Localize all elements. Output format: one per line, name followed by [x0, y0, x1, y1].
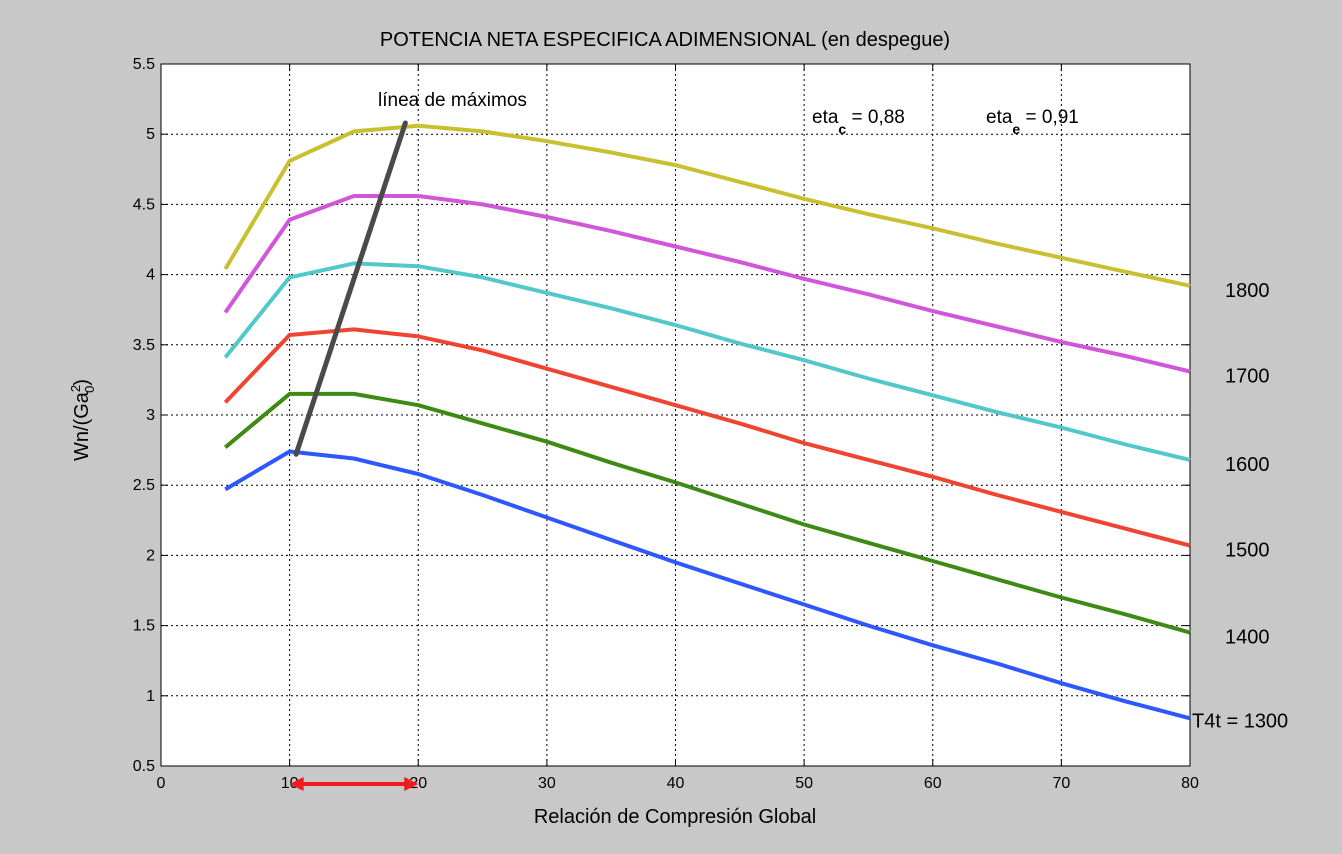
series-line-1800: [223, 123, 1191, 288]
series-line-1300: [224, 449, 1191, 721]
x-tick-label: 50: [795, 775, 813, 792]
y-tick-label: 5: [146, 126, 155, 143]
y-tick-label: 3.5: [133, 337, 155, 354]
series-label-1700: 1700: [1225, 365, 1270, 387]
range-arrow: [289, 777, 419, 791]
range-arrow-head-right: [404, 777, 419, 791]
series-label-1800: 1800: [1225, 280, 1270, 302]
y-tick-label: 1: [146, 688, 155, 705]
series-lines: T4t = 1300 1400 1500 1600 1700 1800: [223, 120, 1288, 732]
series-line-1500: [223, 327, 1191, 548]
x-tick-label: 10: [281, 775, 299, 792]
axis-ticks: 0 10 20 30 40 50 60 70 80 0.5 1 1.5 2 2.5 3 3.5 4 4.5 5 5.5: [133, 56, 1199, 792]
series-label-1400: 1400: [1225, 627, 1270, 649]
y-tick-label: 1.5: [133, 618, 155, 635]
series-line-1400: [224, 391, 1191, 635]
range-arrow-head-left: [289, 777, 304, 791]
y-tick-label: 5.5: [133, 56, 155, 73]
eta-c-text: etac = 0,88: [812, 107, 905, 137]
x-tick-label: 70: [1052, 775, 1070, 792]
eta-e-text: etae = 0,91: [986, 107, 1079, 137]
max-line-label: línea de máximos: [378, 90, 527, 111]
max-line: [293, 120, 408, 457]
x-tick-label: 40: [667, 775, 685, 792]
y-tick-label: 3: [146, 407, 155, 424]
series-line-1700: [223, 194, 1191, 374]
y-axis-label: Wn/(Ga20): [68, 379, 97, 461]
series-label-1300: T4t = 1300: [1192, 710, 1288, 732]
x-axis-label: Relación de Compresión Global: [534, 806, 816, 828]
x-tick-label: 20: [409, 775, 427, 792]
y-tick-label: 4: [146, 267, 155, 284]
series-line-1600: [223, 261, 1191, 462]
series-label-1600: 1600: [1225, 454, 1270, 476]
x-tick-label: 0: [157, 775, 166, 792]
y-tick-label: 2: [146, 547, 155, 564]
series-label-1500: 1500: [1225, 540, 1270, 562]
x-tick-label: 80: [1181, 775, 1199, 792]
y-tick-label: 4.5: [133, 196, 155, 213]
y-tick-label: 2.5: [133, 477, 155, 494]
y-tick-label: 0.5: [133, 758, 155, 775]
x-tick-label: 60: [924, 775, 942, 792]
x-tick-label: 30: [538, 775, 556, 792]
chart-title: POTENCIA NETA ESPECIFICA ADIMENSIONAL (e…: [380, 29, 950, 51]
